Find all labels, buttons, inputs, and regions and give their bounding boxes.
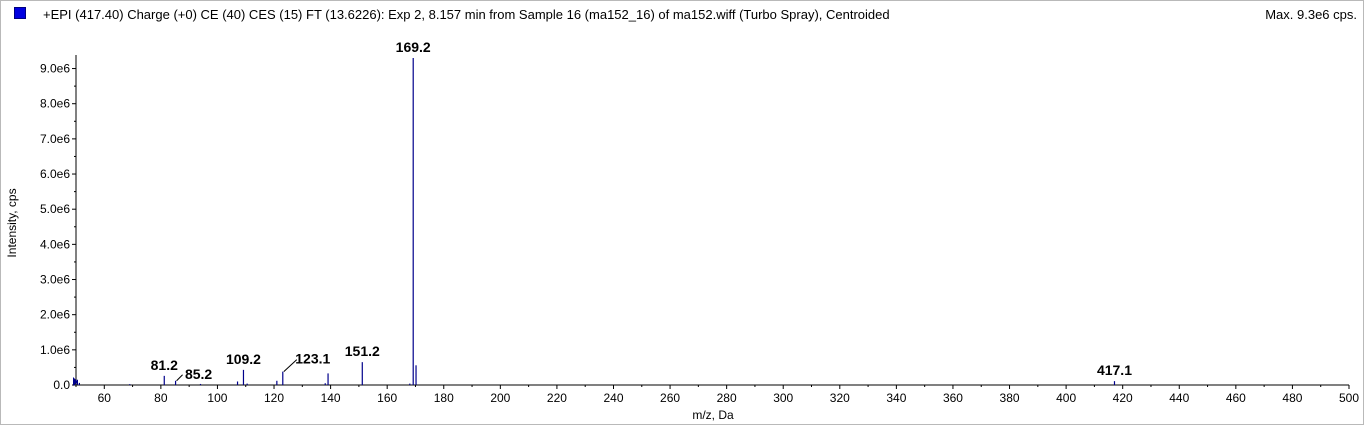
x-tick-label: 100 [207,391,227,405]
x-tick-label: 500 [1339,391,1359,405]
axis-arrow-icon [73,377,78,386]
spectrum-title: +EPI (417.40) Charge (+0) CE (40) CES (1… [43,7,890,22]
y-tick-label: 1.0e6 [40,343,70,357]
x-tick-label: 200 [490,391,510,405]
peak-label: 417.1 [1097,362,1132,378]
x-tick-label: 60 [98,391,112,405]
peak-label: 109.2 [226,351,261,367]
peak-series [73,58,1116,386]
y-tick-label: 6.0e6 [40,167,70,181]
x-tick-label: 240 [603,391,623,405]
x-tick-label: 480 [1282,391,1302,405]
y-tick-label: 0.0 [53,378,70,392]
legend-swatch [14,7,26,19]
x-tick-label: 160 [377,391,397,405]
x-tick-label: 260 [660,391,680,405]
y-tick-label: 7.0e6 [40,132,70,146]
peak-labels: 169.2 151.2 123.1 109.2 85.2 81.2 417.1 [151,39,1133,382]
y-tick-label: 9.0e6 [40,62,70,76]
x-tick-label: 440 [1169,391,1189,405]
peak-label: 123.1 [295,351,330,367]
peak-label: 151.2 [345,343,380,359]
x-tick-label: 140 [321,391,341,405]
peak-label-leader [176,374,183,382]
max-intensity-label: Max. 9.3e6 cps. [1265,7,1357,22]
y-axis: 0.0 1.0e6 2.0e6 3.0e6 4.0e6 5.0e6 6.0e6 7.0e6 8.… [40,55,77,392]
y-tick-label: 4.0e6 [40,237,70,251]
y-tick-label: 5.0e6 [40,202,70,216]
x-tick-label: 300 [773,391,793,405]
peak-label: 81.2 [151,357,178,373]
x-tick-label: 180 [434,391,454,405]
x-axis: 60 80 100 120 140 160 180 200 220 240 260 280 300 320… [75,384,1359,405]
x-tick-label: 420 [1113,391,1133,405]
peak-label: 169.2 [396,39,431,55]
x-tick-label: 220 [547,391,567,405]
x-tick-label: 380 [1000,391,1020,405]
x-tick-label: 80 [154,391,168,405]
peak-label: 85.2 [185,366,212,382]
x-tick-label: 360 [943,391,963,405]
x-tick-label: 120 [264,391,284,405]
y-axis-title: Intensity, cps [5,188,19,257]
x-tick-label: 400 [1056,391,1076,405]
peak-label-leader [283,359,298,373]
x-tick-label: 320 [830,391,850,405]
y-tick-label: 8.0e6 [40,97,70,111]
x-axis-title: m/z, Da [692,408,734,422]
x-tick-label: 460 [1226,391,1246,405]
y-tick-label: 3.0e6 [40,273,70,287]
x-tick-label: 340 [886,391,906,405]
x-tick-label: 280 [717,391,737,405]
y-tick-label: 2.0e6 [40,308,70,322]
